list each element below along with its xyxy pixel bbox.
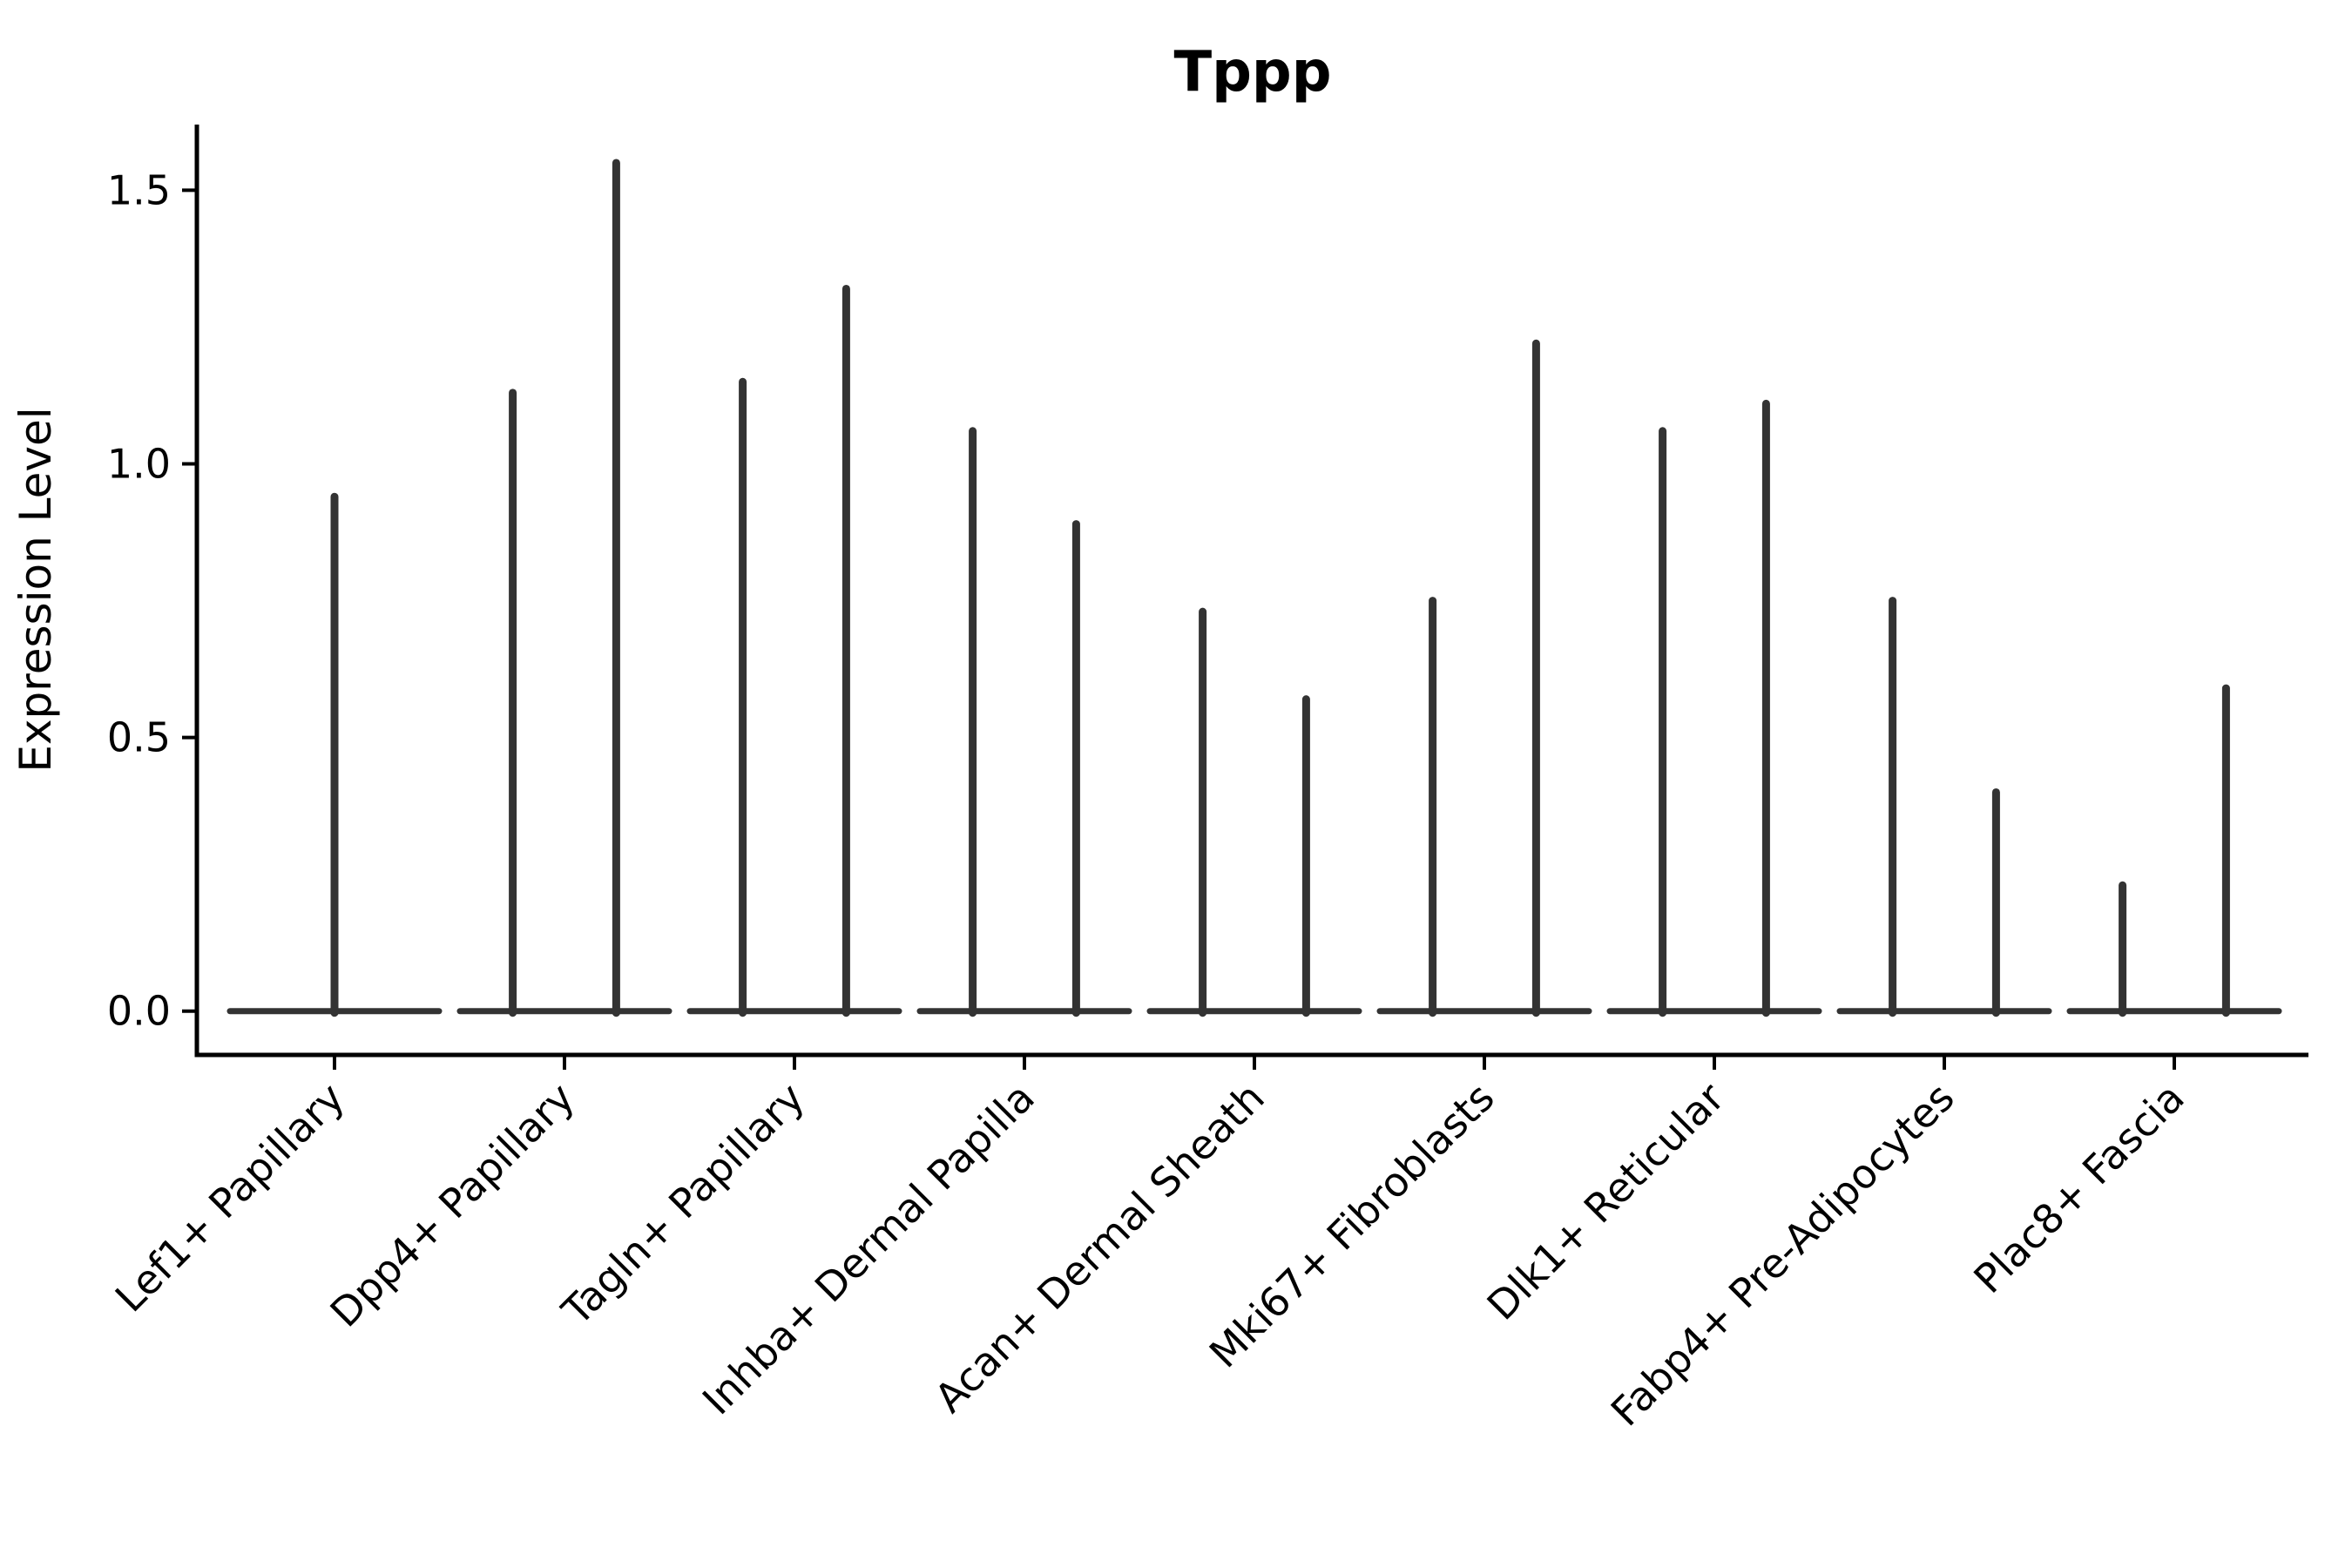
y-tick-label: 1.5 [107, 166, 171, 213]
y-tick-label: 0.0 [107, 988, 171, 1035]
y-axis-label: Expression Level [10, 407, 61, 772]
y-tick-label: 1.0 [107, 441, 171, 488]
y-tick-label: 0.5 [107, 714, 171, 761]
chart-title: Tppp [1173, 40, 1331, 105]
